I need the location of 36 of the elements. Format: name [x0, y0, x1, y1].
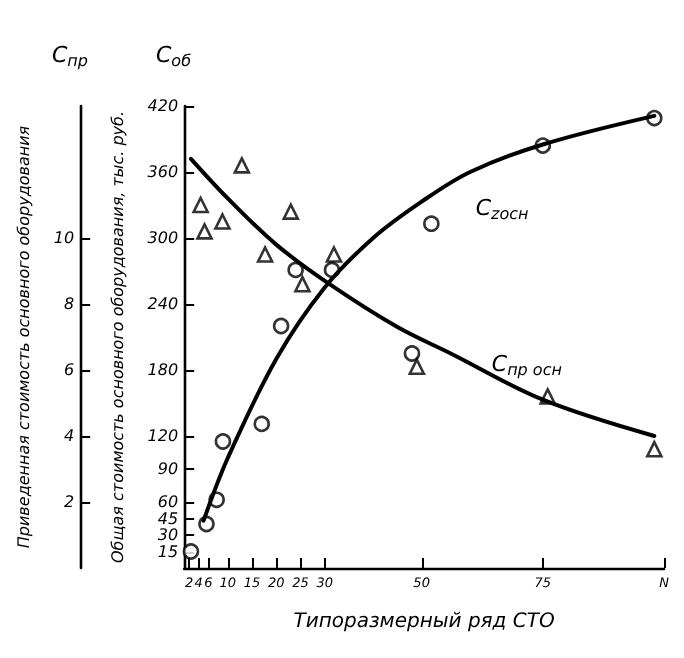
y-tick-label: 360 — [147, 163, 179, 181]
point — [196, 223, 213, 240]
point — [214, 213, 231, 230]
point — [403, 345, 421, 362]
y-tick-label: 30 — [157, 526, 179, 544]
y-tick-label: 180 — [147, 361, 179, 379]
x-axis-title: Типоразмерный ряд СТО — [293, 611, 555, 633]
y2-tick-label: 6 — [63, 361, 75, 379]
point — [408, 358, 426, 375]
point — [253, 415, 271, 433]
point — [423, 215, 440, 232]
y-tick-label: 120 — [147, 427, 179, 445]
point — [272, 317, 290, 335]
y-axis-title: Общая стоимость основного оборудования, тыс. руб. — [108, 111, 127, 563]
y-tick-label: 60 — [157, 493, 179, 511]
y2-tick-label: 8 — [63, 295, 75, 313]
y-tick-label: 300 — [147, 229, 179, 247]
point — [287, 261, 304, 279]
point — [256, 246, 274, 263]
point — [182, 543, 200, 560]
point — [214, 433, 232, 450]
point — [282, 203, 300, 220]
point — [233, 157, 251, 174]
y2-tick-label: 10 — [53, 229, 75, 247]
y-tick-label: 45 — [157, 509, 179, 528]
y2-axis-title: Приведенная стоимость основного оборудования — [15, 125, 33, 549]
y-tick-label: 15 — [157, 542, 179, 561]
y-tick-label: 90 — [157, 460, 179, 478]
y2-tick-label: 4 — [63, 427, 75, 445]
y-tick-label: 240 — [147, 295, 179, 313]
point — [294, 275, 311, 293]
point — [325, 246, 343, 263]
y2-tick-label: 2 — [63, 493, 75, 511]
y-tick-label: 420 — [147, 97, 179, 115]
point — [192, 196, 209, 214]
point — [646, 440, 663, 458]
